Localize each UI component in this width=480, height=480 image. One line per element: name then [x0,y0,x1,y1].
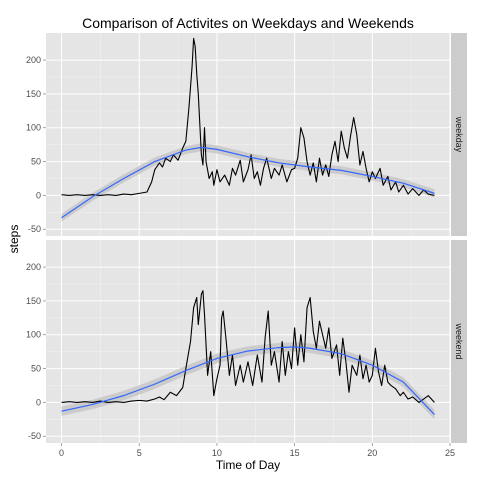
x-tick-label: 5 [137,448,142,458]
x-tick-label: 0 [59,448,64,458]
y-tick-label: 100 [26,330,41,340]
panel-background [46,240,450,443]
y-axis-title: steps [7,225,21,254]
smooth-trend-line [61,346,435,415]
y-tick-label: 0 [36,397,41,407]
y-tick-label: 100 [26,123,41,133]
smooth-confidence-band [61,143,435,222]
y-tick-label: -50 [28,224,41,234]
y-tick-label: 50 [31,157,41,167]
facet-strip [451,33,467,236]
panel-background [46,33,450,236]
y-tick-label: 150 [26,296,41,306]
x-tick-label: 10 [212,448,222,458]
chart-title: Comparison of Activites on Weekdays and … [82,15,414,31]
y-tick-label: 0 [36,190,41,200]
x-tick-label: 25 [445,448,455,458]
steps-line [61,290,435,403]
x-axis-title: Time of Day [216,458,280,472]
facet-strip-label: weekend [454,322,464,359]
x-tick-label: 20 [367,448,377,458]
facet-strip-label: weekday [454,116,464,153]
facet-panel-weekday: -50 0 50 100 150 200 weekday [26,33,467,236]
y-tick-label: 50 [31,364,41,374]
y-tick-label: 200 [26,55,41,65]
facet-panel-weekend: -50 0 50 100 150 200 weekend [26,240,467,443]
steps-line [61,37,435,196]
y-tick-label: 200 [26,262,41,272]
facet-panels: -50050100150200weekday-50050100150200wee… [26,33,467,458]
x-tick-label: 15 [290,448,300,458]
y-tick-label: -50 [28,431,41,441]
y-tick-label: 150 [26,89,41,99]
facet-strip [451,240,467,443]
smooth-trend-line [61,146,435,219]
